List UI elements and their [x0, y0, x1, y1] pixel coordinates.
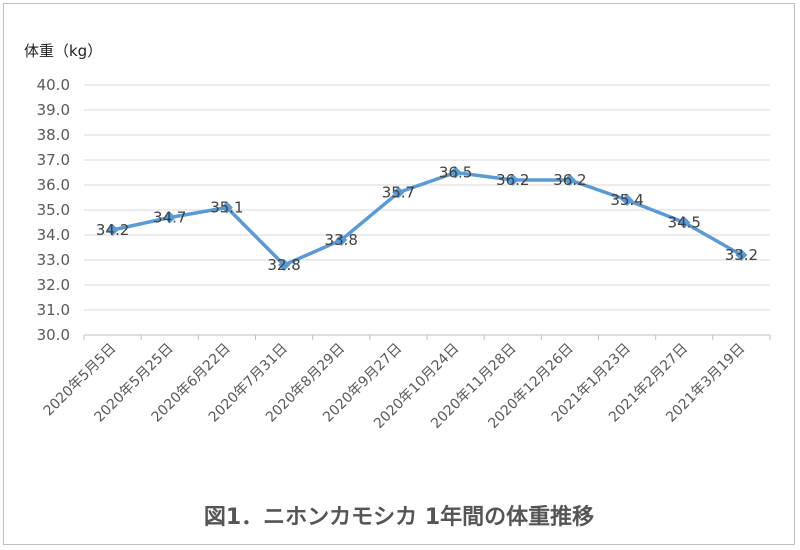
data-point: [163, 211, 176, 224]
data-point: [335, 234, 348, 246]
data-label: 36.5: [439, 164, 472, 182]
y-tick-label: 38.0: [37, 126, 70, 144]
data-label: 36.2: [553, 171, 586, 189]
data-label: 33.8: [325, 231, 358, 249]
series-line: [110, 170, 744, 267]
data-point: [392, 186, 405, 199]
chart-caption: 図1．ニホンカモシカ 1年間の体重推移: [204, 504, 594, 530]
y-tick-label: 30.0: [37, 326, 70, 344]
data-label: 35.1: [210, 199, 243, 217]
y-tick-label: 36.0: [37, 176, 70, 194]
y-tick-labels: 30.0 31.0 32.0 33.0 34.0 35.0 36.0 37.0 38.0 39.0…: [37, 76, 70, 344]
data-point: [678, 216, 691, 229]
data-point: [449, 166, 462, 179]
data-point: [220, 201, 233, 214]
data-label: 32.8: [267, 256, 300, 274]
data-label: 34.7: [153, 209, 186, 227]
data-point: [563, 174, 576, 186]
data-point: [506, 174, 519, 186]
data-label: 34.2: [96, 221, 129, 239]
data-point: [735, 249, 748, 261]
y-tick-label: 39.0: [37, 101, 70, 119]
y-tick-label: 32.0: [37, 276, 70, 294]
y-tick-label: 33.0: [37, 251, 70, 269]
data-labels: 34.2 34.7 35.1 32.8 33.8 35.7 36.5 36.2 36.2 35.4…: [96, 164, 758, 275]
y-tick-label: 40.0: [37, 76, 70, 94]
data-label: 33.2: [725, 246, 758, 264]
gridlines: [84, 84, 770, 336]
x-tick-labels: 2020年5月5日2020年5月25日2020年6月22日2020年7月31日2…: [41, 335, 771, 432]
chart-frame: [3, 3, 795, 545]
data-point: [278, 259, 291, 271]
y-tick-label: 37.0: [37, 151, 70, 169]
y-tick-label: 31.0: [37, 301, 70, 319]
data-label: 35.4: [610, 191, 643, 209]
data-label: 36.2: [496, 171, 529, 189]
data-label: 34.5: [668, 214, 701, 232]
y-axis-label: 体重（kg）: [24, 42, 102, 60]
series-group: [106, 166, 748, 271]
data-point: [106, 224, 119, 236]
data-label: 35.7: [382, 184, 415, 202]
y-tick-label: 34.0: [37, 226, 70, 244]
data-point: [621, 194, 634, 206]
y-tick-label: 35.0: [37, 201, 70, 219]
